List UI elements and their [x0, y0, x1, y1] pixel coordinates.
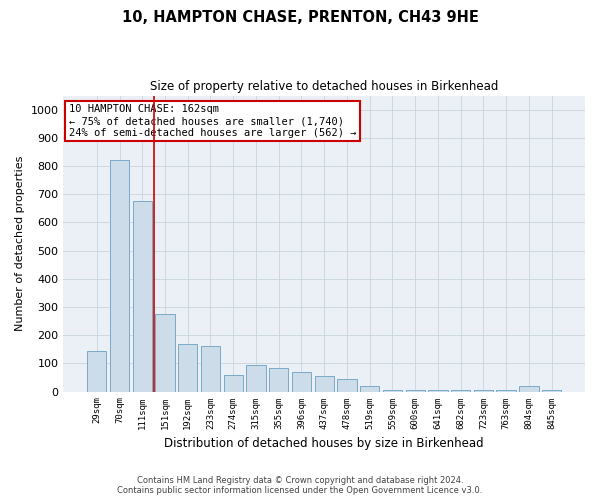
Bar	[247, 365, 266, 392]
Bar	[269, 368, 289, 392]
Title: Size of property relative to detached houses in Birkenhead: Size of property relative to detached ho…	[150, 80, 499, 93]
Text: 10 HAMPTON CHASE: 162sqm
← 75% of detached houses are smaller (1,740)
24% of sem: 10 HAMPTON CHASE: 162sqm ← 75% of detach…	[68, 104, 356, 138]
X-axis label: Distribution of detached houses by size in Birkenhead: Distribution of detached houses by size …	[164, 437, 484, 450]
Bar	[428, 390, 448, 392]
Bar	[474, 390, 493, 392]
Bar	[406, 390, 425, 392]
Bar	[87, 350, 106, 392]
Bar	[542, 390, 561, 392]
Bar	[360, 386, 379, 392]
Bar	[292, 372, 311, 392]
Text: Contains HM Land Registry data © Crown copyright and database right 2024.
Contai: Contains HM Land Registry data © Crown c…	[118, 476, 482, 495]
Bar	[155, 314, 175, 392]
Bar	[110, 160, 129, 392]
Bar	[314, 376, 334, 392]
Bar	[201, 346, 220, 392]
Bar	[133, 202, 152, 392]
Bar	[224, 374, 243, 392]
Y-axis label: Number of detached properties: Number of detached properties	[15, 156, 25, 331]
Bar	[337, 379, 356, 392]
Bar	[383, 390, 402, 392]
Bar	[496, 390, 516, 392]
Bar	[451, 390, 470, 392]
Bar	[178, 344, 197, 392]
Text: 10, HAMPTON CHASE, PRENTON, CH43 9HE: 10, HAMPTON CHASE, PRENTON, CH43 9HE	[122, 10, 478, 25]
Bar	[519, 386, 539, 392]
